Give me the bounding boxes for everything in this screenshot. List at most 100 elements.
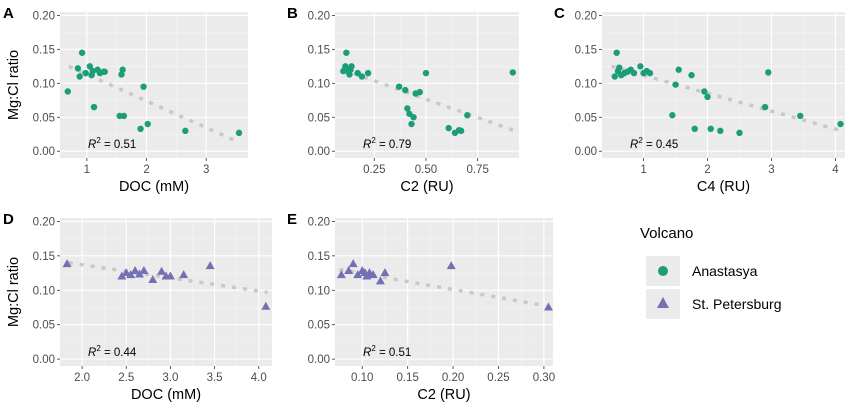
x-axis-title: C4 (RU) [697, 179, 750, 195]
plot-background [60, 12, 248, 158]
x-tick-label: 0.75 [466, 164, 488, 176]
data-point [717, 127, 724, 135]
data-point [707, 125, 714, 132]
x-axis-title: C2 (RU) [417, 387, 470, 403]
data-point [205, 261, 215, 270]
data-point [691, 125, 698, 132]
data-point [101, 68, 108, 75]
data-point [637, 63, 644, 70]
legend: Volcano Anastasya St. Petersburg [640, 225, 782, 319]
data-point [375, 276, 385, 285]
data-point [346, 71, 353, 78]
data-point [182, 127, 189, 135]
x-tick-label: 0.10 [351, 372, 373, 384]
data-point [611, 73, 618, 80]
data-point [235, 129, 243, 137]
data-point [509, 69, 516, 76]
panel-letter: C [554, 5, 565, 22]
data-point [139, 266, 149, 275]
y-tick-label: 0.15 [308, 44, 330, 56]
data-point [353, 270, 363, 279]
y-tick-label: 0.15 [33, 251, 55, 263]
x-tick-label: 0.15 [396, 372, 418, 384]
data-point [64, 88, 71, 95]
plot-background [335, 12, 519, 158]
r-squared-annotation: R2 = 0.51 [363, 344, 411, 359]
y-tick-label: 0.05 [33, 112, 55, 124]
panel-c: 0.00 0.05 0.10 0.15 0.20 1 2 3 4 R2 = 0.45 C4 (RU)… [554, 5, 845, 195]
data-point [688, 71, 695, 79]
data-point [616, 64, 623, 71]
y-tick-label: 0.20 [308, 216, 330, 228]
legend-label-anastasya: Anastasya [692, 263, 758, 279]
trend-line [611, 64, 843, 133]
data-point [120, 112, 128, 120]
data-point [179, 270, 189, 279]
data-point [672, 81, 679, 88]
data-point [613, 49, 620, 56]
data-point [336, 270, 346, 279]
r-squared-annotation: R2 = 0.51 [88, 136, 136, 151]
data-point [261, 301, 271, 310]
data-point [140, 83, 147, 90]
x-tick-label: 4 [832, 164, 839, 176]
x-tick-label: 3 [768, 164, 774, 176]
x-axis-title: DOC (mM) [131, 387, 201, 403]
data-point [446, 261, 456, 270]
y-tick-label: 0.20 [575, 10, 597, 22]
r-squared-annotation: R2 = 0.44 [88, 344, 137, 359]
y-tick-label: 0.10 [575, 78, 597, 90]
y-tick-label: 0.15 [33, 44, 55, 56]
data-point [117, 271, 127, 280]
x-tick-label: 3.5 [207, 372, 223, 384]
r-squared-annotation: R2 = 0.45 [630, 136, 678, 151]
data-point [130, 266, 140, 275]
r-squared-annotation: R2 = 0.79 [363, 136, 411, 151]
x-tick-label: 0.30 [533, 372, 555, 384]
x-tick-label: 0.50 [415, 164, 437, 176]
panel-letter: B [287, 5, 298, 22]
data-point [627, 66, 634, 73]
y-tick-label: 0.15 [575, 44, 597, 56]
y-tick-label: 0.00 [575, 146, 597, 158]
trend-line [68, 64, 237, 143]
y-tick-label: 0.10 [33, 78, 55, 90]
data-point [88, 71, 95, 79]
y-axis-title: Mg:Cl ratio [6, 50, 22, 120]
legend-title: Volcano [640, 225, 693, 242]
data-point [348, 259, 358, 268]
x-tick-label: 1 [640, 164, 646, 176]
y-tick-label: 0.15 [308, 251, 330, 263]
x-tick-label: 0.25 [363, 164, 385, 176]
x-tick-label: 2.5 [118, 372, 134, 384]
data-point [74, 65, 82, 72]
panel-e: 0.00 0.05 0.10 0.15 0.20 0.10 0.15 0.20 0.25 0.30… [287, 211, 555, 403]
x-tick-label: 2.0 [74, 372, 90, 384]
x-tick-label: 3 [203, 164, 209, 176]
data-point [82, 69, 89, 77]
data-point [410, 114, 417, 121]
x-tick-label: 1 [84, 164, 90, 176]
data-point [445, 124, 452, 132]
x-axis-title: DOC (mM) [119, 179, 189, 195]
legend-marker-st-petersburg [657, 297, 669, 308]
y-tick-label: 0.10 [33, 285, 55, 297]
data-point [701, 88, 708, 95]
data-point [86, 63, 94, 70]
y-tick-label: 0.00 [308, 354, 330, 366]
data-point [137, 125, 144, 132]
data-point [368, 270, 378, 279]
x-axis-title: C2 (RU) [400, 179, 453, 195]
panel-letter: D [3, 211, 14, 228]
data-point [704, 93, 711, 101]
data-point [380, 268, 390, 277]
legend-label-st-petersburg: St. Petersburg [692, 296, 782, 312]
data-point [76, 73, 83, 80]
data-point [412, 90, 419, 97]
y-tick-label: 0.05 [308, 320, 330, 332]
y-tick-label: 0.00 [308, 146, 330, 158]
data-point [157, 266, 167, 275]
y-tick-label: 0.00 [33, 146, 55, 158]
data-point [402, 86, 409, 94]
